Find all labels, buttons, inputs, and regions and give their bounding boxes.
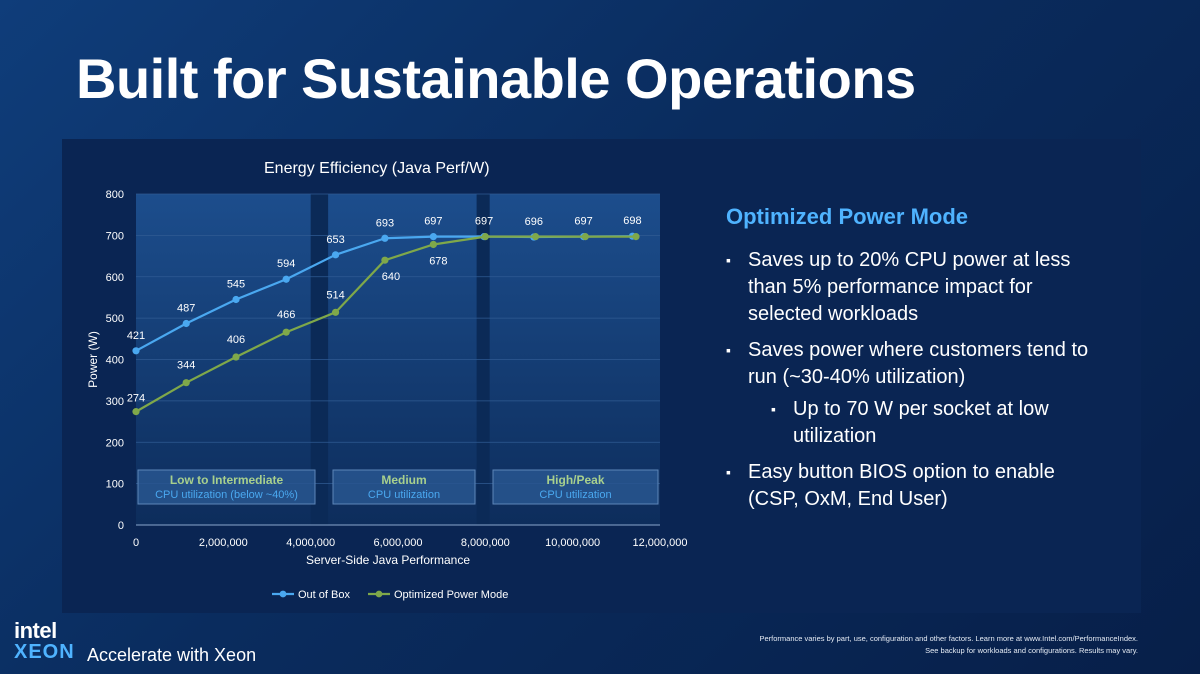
x-axis-title: Server-Side Java Performance xyxy=(306,553,470,567)
x-tick-label: 6,000,000 xyxy=(374,537,423,549)
region-label: Medium xyxy=(381,473,426,487)
region-sublabel: CPU utilization xyxy=(539,489,611,501)
bullet-list: Saves up to 20% CPU power at less than 5… xyxy=(726,247,1106,522)
intel-logo: intel xyxy=(14,618,57,643)
data-label: 421 xyxy=(127,330,145,342)
y-tick-label: 700 xyxy=(106,230,124,242)
bullet-item: Easy button BIOS option to enable (CSP, … xyxy=(726,459,1106,513)
y-tick-label: 200 xyxy=(106,437,124,449)
region-label-box xyxy=(332,469,476,505)
data-label: 678 xyxy=(429,255,447,267)
data-label: 344 xyxy=(177,360,195,372)
x-tick-label: 8,000,000 xyxy=(461,537,510,549)
y-tick-label: 600 xyxy=(106,272,124,284)
data-label: 545 xyxy=(227,279,245,291)
data-label: 594 xyxy=(277,258,295,270)
data-label: 697 xyxy=(424,216,442,228)
data-label: 697 xyxy=(574,216,592,228)
data-label: 693 xyxy=(376,217,394,229)
data-point xyxy=(331,308,340,316)
y-tick-label: 500 xyxy=(106,313,124,325)
data-label: 696 xyxy=(525,216,543,228)
legend-swatch-marker xyxy=(375,590,383,598)
data-point xyxy=(429,240,437,249)
data-point xyxy=(381,234,389,242)
region-label: Low to Intermediate xyxy=(170,473,284,487)
data-label: 698 xyxy=(623,215,641,227)
data-point xyxy=(331,251,340,259)
data-label: 466 xyxy=(277,309,295,321)
data-point xyxy=(531,233,540,241)
legend-label: Optimized Power Mode xyxy=(394,589,508,601)
data-point xyxy=(182,379,190,387)
data-label: 697 xyxy=(475,216,493,228)
data-point xyxy=(132,347,140,355)
bullet-item: Saves power where customers tend to run … xyxy=(726,337,1106,391)
region-label-box xyxy=(492,469,659,505)
legend-label: Out of Box xyxy=(298,589,350,601)
data-label: 406 xyxy=(227,334,245,346)
data-point xyxy=(182,319,190,328)
bullet-subitem: Up to 70 W per socket at low utilization xyxy=(771,396,1106,450)
footnote-line: Performance varies by part, use, configu… xyxy=(759,634,1138,643)
y-tick-label: 400 xyxy=(106,355,124,367)
data-label: 274 xyxy=(127,393,145,405)
data-point xyxy=(481,233,489,241)
y-axis-title: Power (W) xyxy=(86,331,100,388)
page-title: Built for Sustainable Operations xyxy=(76,47,916,110)
data-point xyxy=(381,256,389,264)
footnote: Performance varies by part, use, configu… xyxy=(618,633,1138,657)
side-heading: Optimized Power Mode xyxy=(726,204,969,229)
region-sublabel: CPU utilization xyxy=(368,489,440,501)
legend-swatch-marker xyxy=(279,590,287,598)
x-tick-label: 0 xyxy=(133,537,139,549)
data-point xyxy=(232,295,240,304)
x-tick-label: 4,000,000 xyxy=(286,537,335,549)
region-label: High/Peak xyxy=(546,473,604,487)
data-point xyxy=(581,233,589,241)
xeon-logo: XEON xyxy=(14,641,75,663)
data-point xyxy=(232,353,240,361)
tagline: Accelerate with Xeon xyxy=(87,645,257,665)
data-point xyxy=(632,233,640,241)
data-point xyxy=(429,233,437,241)
data-label: 653 xyxy=(326,234,344,246)
y-tick-label: 800 xyxy=(106,189,124,201)
footnote-line: See backup for workloads and configurati… xyxy=(925,646,1138,655)
data-label: 640 xyxy=(382,271,400,283)
y-tick-label: 300 xyxy=(106,396,124,408)
data-label: 514 xyxy=(326,289,344,301)
y-tick-label: 0 xyxy=(118,520,124,532)
x-tick-label: 10,000,000 xyxy=(545,537,600,549)
data-point xyxy=(282,328,290,336)
data-point xyxy=(132,408,140,416)
x-tick-label: 12,000,000 xyxy=(632,537,687,549)
data-point xyxy=(282,275,290,283)
chart-title: Energy Efficiency (Java Perf/W) xyxy=(264,160,490,177)
region-sublabel: CPU utilization (below ~40%) xyxy=(155,489,298,501)
region-label-box xyxy=(137,469,316,505)
bullet-item: Saves up to 20% CPU power at less than 5… xyxy=(726,247,1106,328)
x-tick-label: 2,000,000 xyxy=(199,537,248,549)
data-label: 487 xyxy=(177,303,195,315)
y-tick-label: 100 xyxy=(106,479,124,491)
